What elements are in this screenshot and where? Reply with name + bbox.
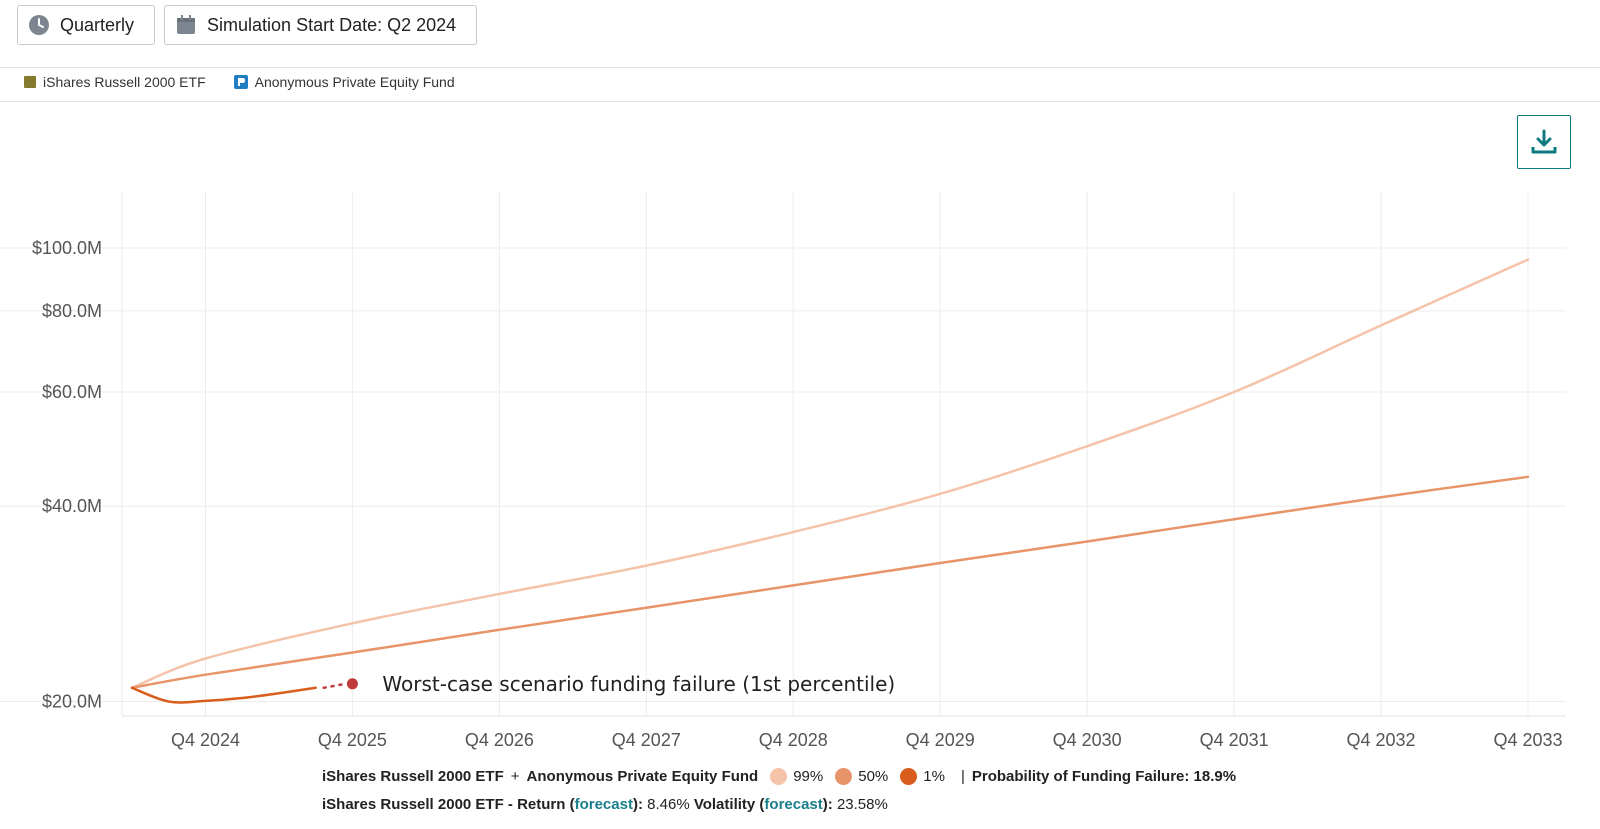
fund-name: Anonymous Private Equity Fund [526,768,759,785]
divider [0,67,1600,68]
failure-marker [346,678,358,690]
x-tick-label: Q4 2031 [1200,730,1269,750]
annotation-layer: Worst-case scenario funding failure (1st… [322,672,895,696]
stats-prefix: iShares Russell 2000 ETF - Return ( [322,796,575,813]
series-line-99pct [130,258,1530,690]
toolbar: Quarterly Simulation Start Date: Q2 2024 [17,5,478,45]
x-tick-label: Q4 2026 [465,730,534,750]
x-tick-label: Q4 2025 [318,730,387,750]
x-tick-label: Q4 2032 [1347,730,1416,750]
axis-labels: $20.0M $40.0M $60.0M $80.0M $100.0M Q4 2024 Q4… [32,238,1563,750]
divider-bar: | [960,768,965,785]
x-tick-label: Q4 2024 [171,730,240,750]
y-tick-label: $100.0M [32,238,102,258]
fund-logo-icon [233,75,248,89]
series-line-1pct [130,686,317,704]
return-value: 8.46% [647,796,690,813]
x-tick-label: Q4 2030 [1053,730,1122,750]
volatility-prefix: Volatility ( [689,796,765,813]
percentile-label: 99% [793,768,824,785]
series-line-50pct [130,475,1530,690]
holdings-legend: iShares Russell 2000 ETF Anonymous Priva… [24,74,455,90]
legend-item-1[interactable]: 1% [900,768,945,785]
grid [0,192,1566,717]
percentile-label: 1% [923,768,945,785]
frequency-label: Quarterly [60,14,135,35]
stats-line: iShares Russell 2000 ETF - Return (forec… [322,796,888,813]
legend-item-etf[interactable]: iShares Russell 2000 ETF [24,74,206,90]
frequency-button[interactable]: Quarterly [17,5,156,45]
y-tick-label: $40.0M [42,496,102,516]
x-tick-label: Q4 2027 [612,730,681,750]
plus-sign: + [510,768,520,785]
volatility-forecast-link[interactable]: forecast [764,796,823,813]
download-icon [1530,128,1558,156]
download-button[interactable] [1517,115,1571,169]
portfolio-name: iShares Russell 2000 ETF [322,768,504,785]
start-date-button[interactable]: Simulation Start Date: Q2 2024 [164,5,478,45]
legend-item-label: Anonymous Private Equity Fund [254,74,455,90]
divider [0,101,1600,102]
series-layer [130,258,1530,704]
percentile-dot [900,768,918,785]
probability-of-failure: Probability of Funding Failure: 18.9% [971,768,1237,785]
start-date-label: Simulation Start Date: Q2 2024 [207,14,457,35]
clock-icon [28,14,50,36]
legend-item-50[interactable]: 50% [835,768,888,785]
calendar-icon [175,14,197,36]
legend-item-99[interactable]: 99% [770,768,823,785]
failure-annotation-text: Worst-case scenario funding failure (1st… [382,672,895,696]
return-forecast-link[interactable]: forecast [574,796,633,813]
x-tick-label: Q4 2029 [906,730,975,750]
y-tick-label: $60.0M [42,382,102,402]
y-tick-label: $80.0M [42,301,102,321]
volatility-suffix: ): [822,796,837,813]
bottom-legend: iShares Russell 2000 ETF + Anonymous Pri… [322,768,1236,785]
x-tick-label: Q4 2028 [759,730,828,750]
failure-connector [322,682,347,690]
legend-item-fund[interactable]: Anonymous Private Equity Fund [233,74,455,90]
x-tick-label: Q4 2033 [1493,730,1562,750]
volatility-value: 23.58% [836,796,888,813]
stats-return-suffix: ): [632,796,648,813]
y-tick-label: $20.0M [42,692,102,712]
percentile-dot [770,768,788,785]
percentile-label: 50% [858,768,889,785]
square-swatch [24,76,36,88]
percentile-dot [835,768,853,785]
legend-item-label: iShares Russell 2000 ETF [43,74,206,90]
